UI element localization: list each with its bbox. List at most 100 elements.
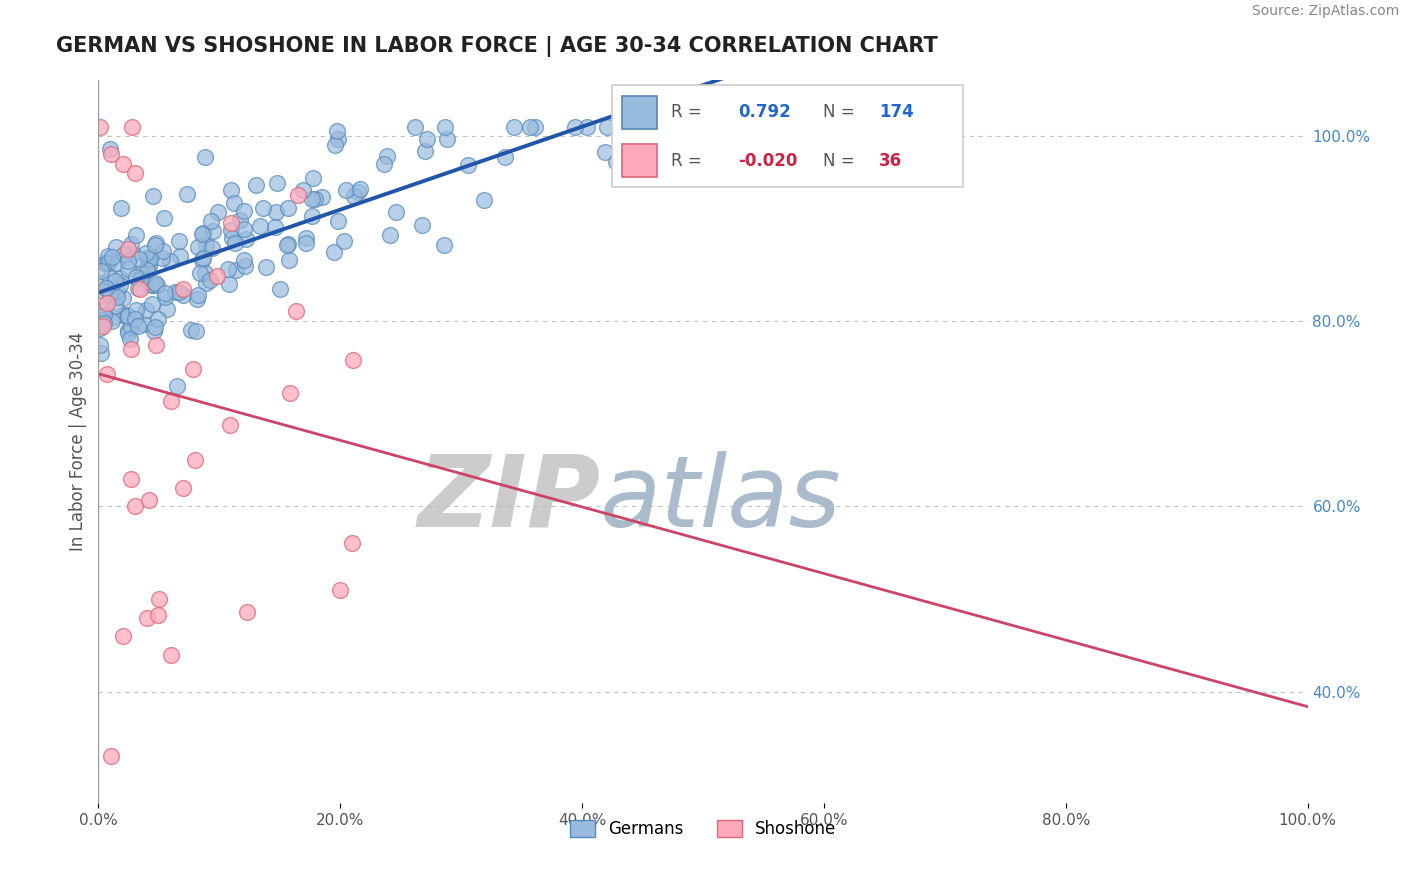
Text: ZIP: ZIP <box>418 450 600 548</box>
Point <box>519 120 541 134</box>
Point <box>524 120 547 134</box>
Point <box>94 301 117 316</box>
Point <box>329 582 352 597</box>
Legend: Germans, Shoshone: Germans, Shoshone <box>562 814 844 845</box>
Point <box>135 610 157 624</box>
Point <box>117 326 139 340</box>
Point <box>153 290 176 304</box>
Point <box>153 285 176 300</box>
Point <box>142 189 165 203</box>
Point <box>172 282 194 296</box>
Point <box>169 249 191 263</box>
Point <box>143 237 166 252</box>
Point <box>176 187 198 202</box>
Point <box>159 394 181 409</box>
Point <box>346 185 368 199</box>
Point <box>434 120 457 134</box>
Point <box>225 263 247 277</box>
Point <box>98 270 121 285</box>
Point <box>195 238 218 252</box>
Point <box>143 320 166 334</box>
Point <box>295 235 318 250</box>
Point <box>436 132 458 146</box>
Point <box>89 338 111 352</box>
Point <box>148 312 170 326</box>
Point <box>121 120 143 134</box>
Point <box>131 271 153 285</box>
Point <box>277 237 299 252</box>
Point <box>93 319 115 334</box>
Point <box>198 273 221 287</box>
Point <box>105 239 128 253</box>
Point <box>120 237 142 252</box>
Point <box>207 204 229 219</box>
Point <box>125 227 148 242</box>
Point <box>266 205 288 219</box>
Point <box>190 227 212 242</box>
Point <box>340 535 363 549</box>
Point <box>93 316 115 330</box>
Point <box>181 362 204 376</box>
Point <box>187 288 209 302</box>
Point <box>117 262 139 277</box>
Point <box>404 120 426 134</box>
Point <box>96 254 118 268</box>
Point <box>335 183 357 197</box>
Point <box>128 252 150 266</box>
Point <box>284 304 307 318</box>
Point <box>104 274 127 288</box>
Point <box>413 144 436 158</box>
Point <box>141 297 163 311</box>
Point <box>278 386 301 401</box>
Point <box>127 318 149 333</box>
Point <box>411 218 433 232</box>
Text: atlas: atlas <box>600 450 842 548</box>
Point <box>233 259 256 273</box>
Point <box>94 256 117 270</box>
Point <box>172 287 194 301</box>
Text: -0.020: -0.020 <box>738 152 797 169</box>
FancyBboxPatch shape <box>612 85 963 187</box>
Point <box>184 453 207 467</box>
Point <box>117 323 139 337</box>
Point <box>380 228 402 243</box>
Point <box>138 259 160 273</box>
Point <box>127 281 149 295</box>
Point <box>153 211 176 226</box>
Point <box>245 178 267 192</box>
Point <box>224 196 246 211</box>
Point <box>194 149 217 163</box>
Point <box>494 150 516 164</box>
Point <box>98 142 121 156</box>
Point <box>169 234 191 248</box>
Point <box>167 285 190 299</box>
Point <box>254 260 277 275</box>
Point <box>110 277 132 292</box>
Point <box>219 418 242 433</box>
Point <box>502 120 524 134</box>
Point <box>278 252 301 267</box>
Point <box>301 209 323 223</box>
Point <box>593 145 616 159</box>
Point <box>146 608 169 623</box>
Point <box>138 492 160 507</box>
Point <box>98 288 121 302</box>
Point <box>112 247 135 261</box>
Point <box>269 282 291 296</box>
Point <box>373 156 395 170</box>
Point <box>232 204 254 219</box>
Point <box>219 223 242 237</box>
Point <box>187 239 209 253</box>
Text: N =: N = <box>823 103 853 121</box>
Point <box>301 192 323 206</box>
Point <box>138 257 160 271</box>
Point <box>89 120 111 134</box>
Text: R =: R = <box>672 103 702 121</box>
Point <box>97 256 120 270</box>
Text: 36: 36 <box>879 152 901 169</box>
Point <box>124 312 146 326</box>
Point <box>145 337 167 351</box>
Point <box>89 321 111 335</box>
Point <box>96 367 118 381</box>
Point <box>105 256 128 270</box>
